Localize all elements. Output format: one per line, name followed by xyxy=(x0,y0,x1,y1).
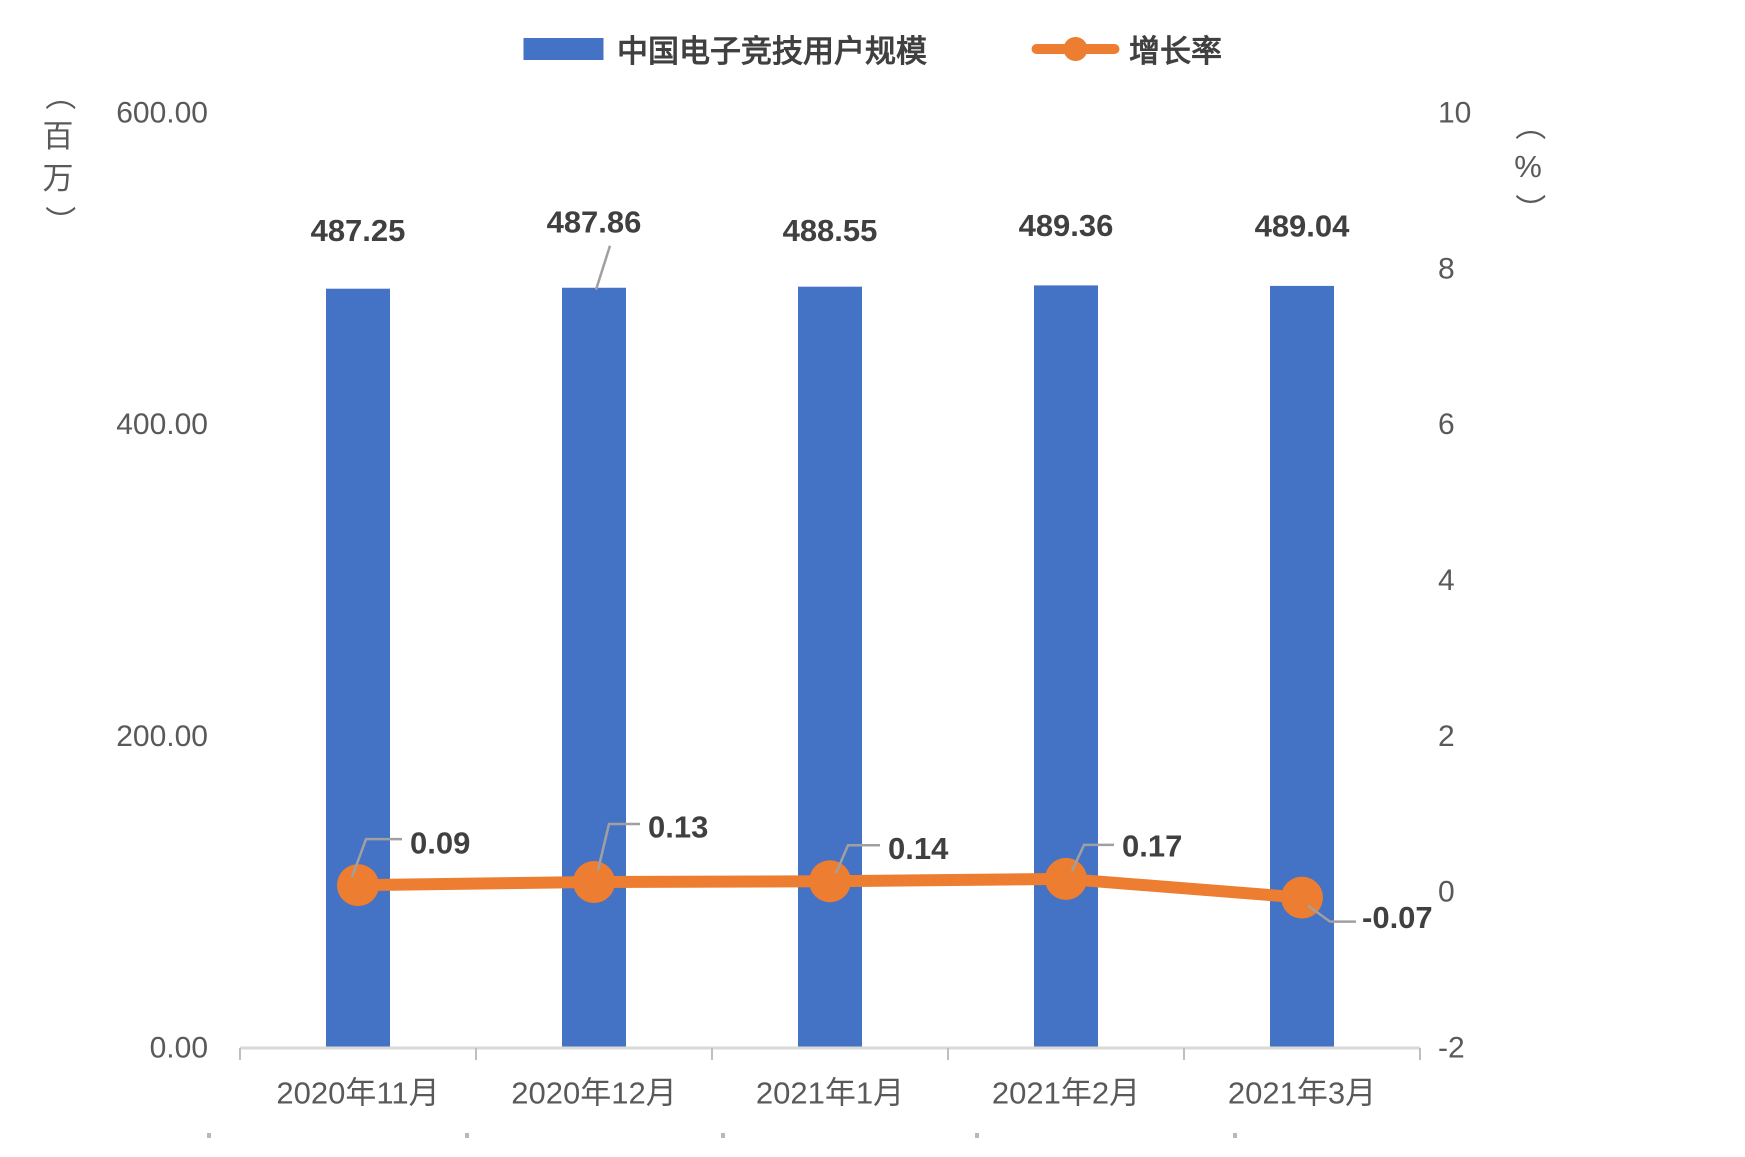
bar-value-label: 487.25 xyxy=(311,213,406,248)
line-label-leader-line xyxy=(1307,904,1356,923)
axis-unit-char: % xyxy=(1514,149,1542,184)
bar-2021年1月 xyxy=(798,286,862,1048)
bar-label-leader-line xyxy=(594,245,612,291)
legend-item-bar-series: 中国电子竞技用户规模 xyxy=(523,26,927,71)
bar-value-label: 488.55 xyxy=(783,213,878,248)
bottom-stray-dot xyxy=(465,1133,469,1138)
axis-unit-char: ） xyxy=(1511,193,1546,225)
bottom-stray-dot xyxy=(975,1133,979,1138)
right-axis-tick-label: -2 xyxy=(1438,1032,1465,1065)
bottom-stray-dot xyxy=(721,1133,725,1138)
left-axis-tick-label: 0.00 xyxy=(150,1032,208,1065)
line-label-leader-line xyxy=(350,837,402,878)
growth-rate-point-2021年1月 xyxy=(809,860,851,903)
bar-2021年3月 xyxy=(1270,285,1334,1048)
axis-unit-char: ） xyxy=(41,205,76,237)
left-axis-tick-label: 200.00 xyxy=(116,720,208,753)
line-series-swatch-icon xyxy=(1031,36,1119,61)
right-axis-tick-label: 0 xyxy=(1438,876,1455,909)
growth-rate-point-2021年2月 xyxy=(1045,857,1087,900)
growth-rate-value-label: 0.13 xyxy=(648,810,708,845)
growth-rate-point-2020年12月 xyxy=(573,861,615,904)
line-swatch-dot xyxy=(1063,36,1087,61)
left-axis-unit-label: （ 百万 ） xyxy=(34,74,82,242)
right-axis-tick-label: 10 xyxy=(1438,97,1471,130)
axis-unit-char: （ xyxy=(1511,109,1546,141)
right-axis-tick-label: 6 xyxy=(1438,408,1455,441)
left-axis-tick-label: 400.00 xyxy=(116,408,208,441)
right-axis-tick-label: 4 xyxy=(1438,564,1455,597)
x-axis-category-label: 2020年12月 xyxy=(511,1076,676,1111)
legend-label-line-series: 增长率 xyxy=(1129,34,1222,69)
line-label-leader-line xyxy=(596,822,640,871)
growth-rate-value-label: -0.07 xyxy=(1362,900,1433,935)
bar-value-label: 489.04 xyxy=(1255,208,1351,243)
left-axis-tick-label: 600.00 xyxy=(116,97,208,130)
bar-2020年11月 xyxy=(326,288,390,1048)
chart-legend: 中国电子竞技用户规模 增长率 xyxy=(523,26,1222,71)
x-axis-category-label: 2021年2月 xyxy=(992,1076,1140,1111)
growth-rate-value-label: 0.14 xyxy=(888,831,949,866)
legend-label-bar-series: 中国电子竞技用户规模 xyxy=(617,34,927,69)
line-label-leader-line xyxy=(1070,843,1114,872)
bottom-stray-dot xyxy=(1233,1133,1237,1138)
bottom-stray-dot xyxy=(207,1133,211,1138)
right-axis-tick-label: 2 xyxy=(1438,720,1455,753)
bar-value-label: 489.36 xyxy=(1019,208,1114,243)
x-axis-category-label: 2020年11月 xyxy=(276,1076,439,1111)
bar-value-label: 487.86 xyxy=(547,204,642,239)
bar-2021年2月 xyxy=(1034,285,1098,1048)
growth-rate-value-label: 0.17 xyxy=(1122,828,1182,863)
x-axis-category-label: 2021年1月 xyxy=(756,1076,904,1111)
axis-unit-char: 万 xyxy=(42,161,74,196)
line-label-leader-line xyxy=(834,844,880,874)
axis-unit-char: （ xyxy=(41,79,76,111)
growth-rate-point-2020年11月 xyxy=(337,864,379,907)
x-axis-category-label: 2021年3月 xyxy=(1228,1076,1376,1111)
legend-item-line-series: 增长率 xyxy=(1031,26,1222,71)
right-axis-unit-label: （% ） xyxy=(1504,104,1552,230)
axis-unit-char: 百 xyxy=(42,119,74,154)
growth-rate-value-label: 0.09 xyxy=(410,826,470,861)
bar-series-swatch-icon xyxy=(523,37,603,60)
bar-2020年12月 xyxy=(562,287,626,1049)
right-axis-tick-label: 8 xyxy=(1438,252,1455,285)
